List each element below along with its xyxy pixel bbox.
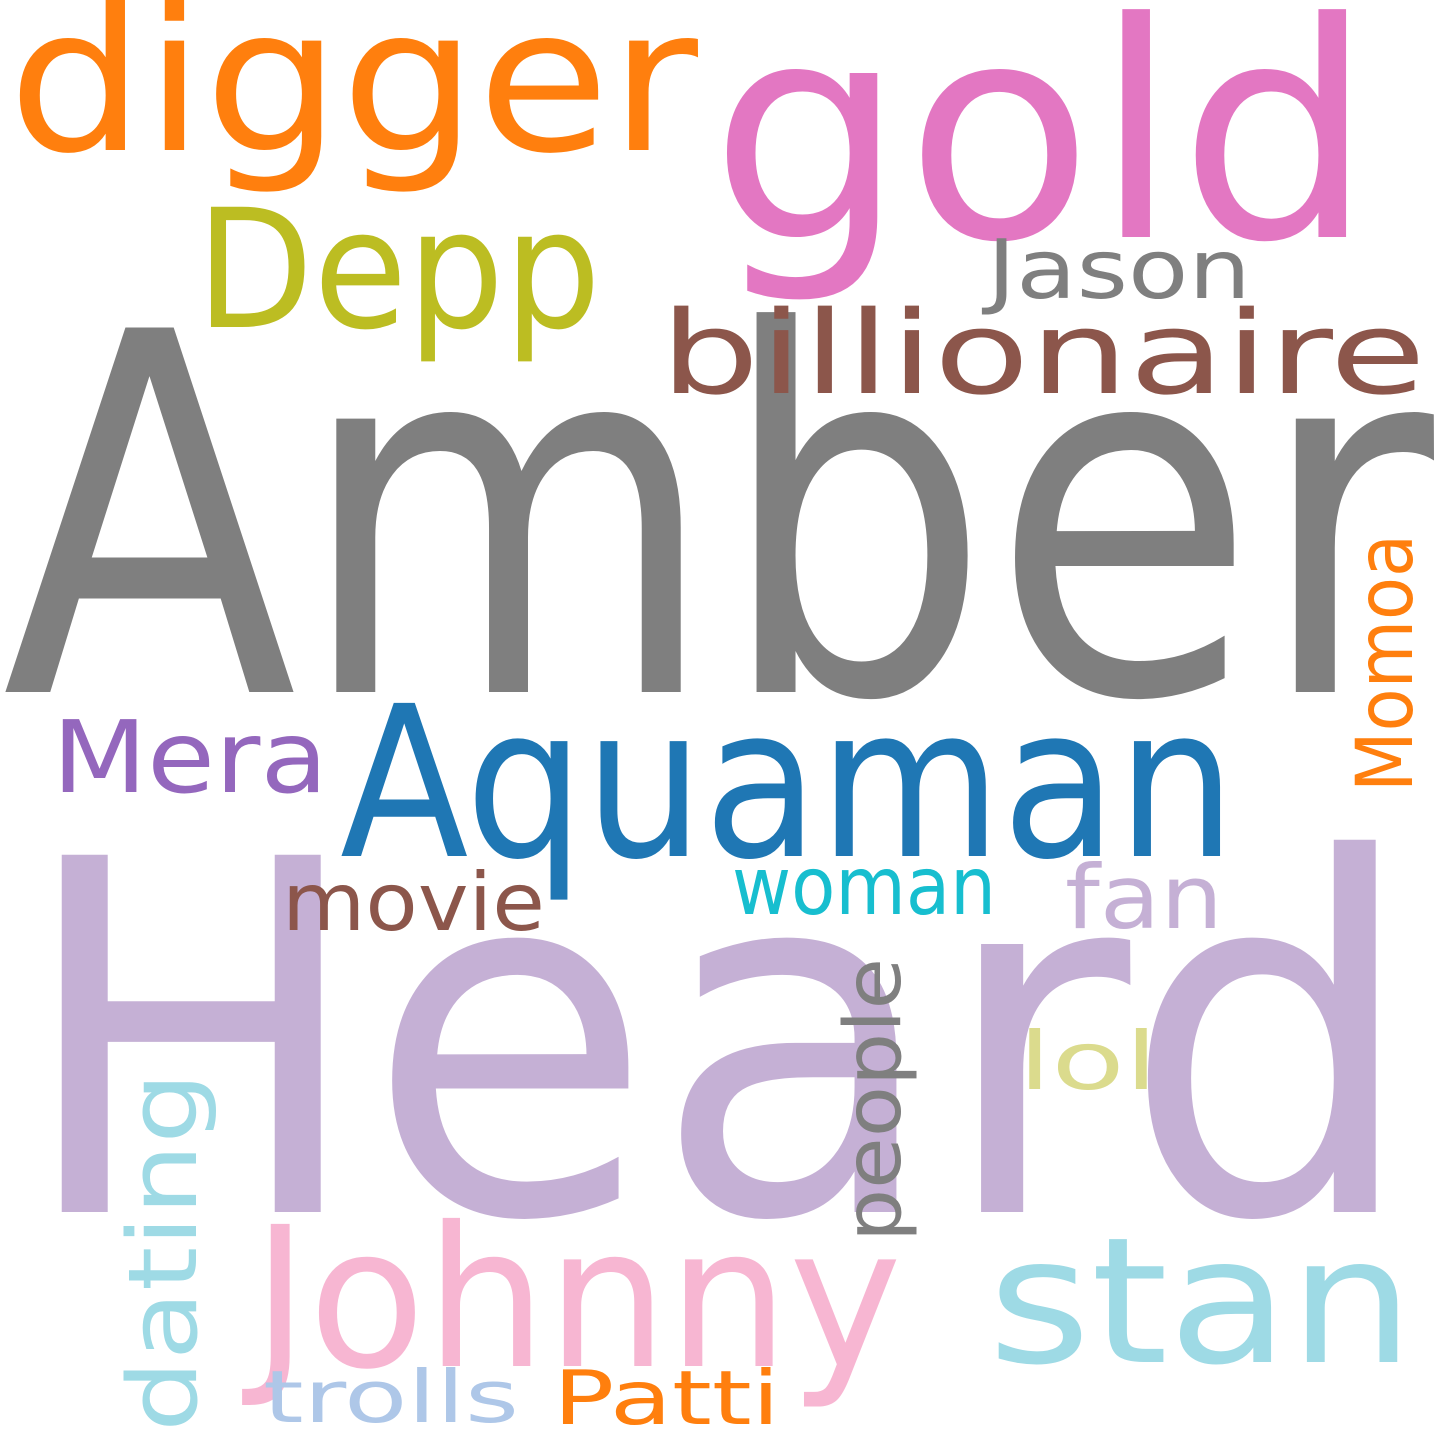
word-fan: fan [1065, 846, 1223, 949]
word-patti: Patti [553, 1354, 780, 1440]
word-jason: Jason [981, 223, 1251, 318]
word-johnny: Johnny [241, 1185, 902, 1412]
word-stan: stan [988, 1201, 1414, 1404]
word-trolls: trolls [263, 1355, 519, 1439]
word-billionaire: billionaire [660, 287, 1426, 421]
word-heard: Heard [16, 757, 1418, 1328]
word-mera: Mera [52, 699, 328, 816]
word-gold: gold [710, 0, 1374, 308]
word-depp: Depp [196, 174, 601, 366]
word-lol: lol [1018, 1015, 1158, 1108]
word-people: people [829, 958, 919, 1242]
word-amber: Amber [2, 228, 1439, 810]
word-woman: woman [732, 840, 996, 933]
word-digger: digger [8, 0, 699, 198]
word-aquaman: Aquaman [340, 661, 1236, 906]
word-movie: movie [282, 856, 545, 949]
word-dating: dating [109, 1072, 219, 1432]
word-momoa: Momoa [1341, 534, 1431, 792]
